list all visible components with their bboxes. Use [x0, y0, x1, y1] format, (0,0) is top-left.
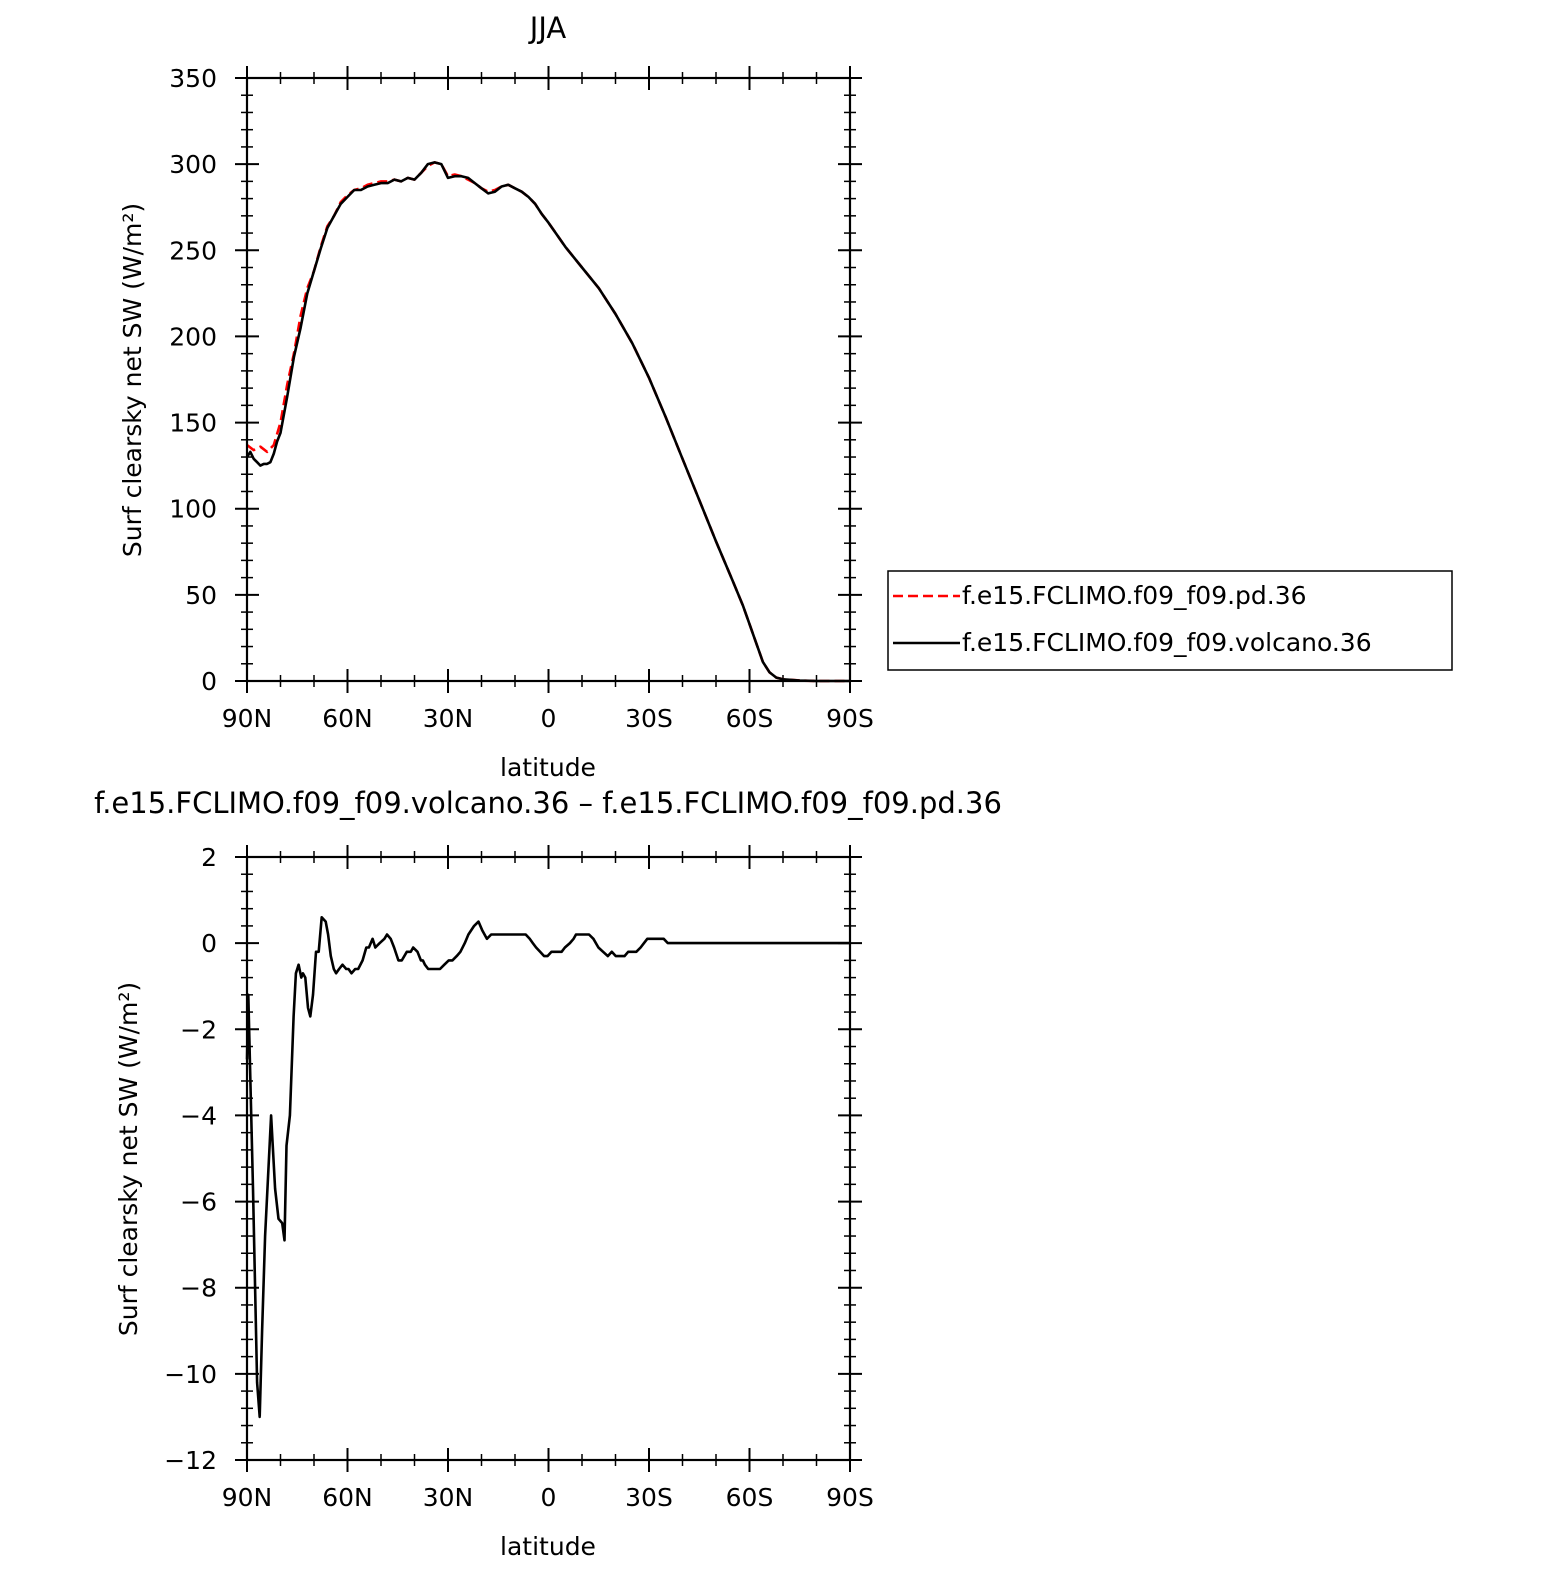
legend-box — [887, 570, 1453, 671]
bottom-ticks: 90N 60N 30N 0 30S 60S 90S −12 −10 −8 −6 −4 −2 0 2 — [164, 843, 874, 1512]
top-ticks: 90N 60N 30N 0 30S 60S 90S 0 50 100 150 200 250 300 350 — [169, 64, 874, 733]
y-tick-label: 100 — [169, 495, 217, 524]
x-tick-label: 90S — [826, 1483, 874, 1512]
legend-label-volcano: f.e15.FCLIMO.f09_f09.volcano.36 — [962, 628, 1372, 657]
top-chart-title: JJA — [528, 11, 567, 45]
y-tick-label: 300 — [169, 150, 217, 179]
top-series-group — [245, 161, 850, 683]
y-tick-label: 200 — [169, 322, 217, 351]
y-tick-label: −10 — [164, 1360, 217, 1389]
top-plot-frame — [245, 76, 852, 683]
y-tick-label: 0 — [201, 667, 217, 696]
x-tick-label: 0 — [541, 1483, 557, 1512]
x-tick-label: 60S — [726, 704, 774, 733]
x-tick-label: 30N — [423, 1483, 474, 1512]
x-tick-label: 0 — [541, 704, 557, 733]
bottom-x-axis-label: latitude — [500, 1532, 596, 1561]
y-tick-label: −2 — [180, 1015, 217, 1044]
y-tick-label: −6 — [180, 1188, 217, 1217]
series-line-0-0 — [246, 161, 850, 683]
x-tick-label: 60N — [322, 704, 373, 733]
bottom-chart-title: f.e15.FCLIMO.f09_f09.volcano.36 – f.e15.… — [94, 786, 1002, 820]
x-tick-label: 30N — [423, 704, 474, 733]
x-tick-label: 60N — [322, 1483, 373, 1512]
bottom-panel: f.e15.FCLIMO.f09_f09.volcano.36 – f.e15.… — [94, 786, 1002, 1561]
x-tick-label: 60S — [726, 1483, 774, 1512]
y-tick-label: −12 — [164, 1446, 217, 1475]
x-tick-label: 90N — [222, 704, 273, 733]
y-tick-label: −8 — [180, 1274, 217, 1303]
top-panel: JJA 90N 60N 30N 0 30S 60S 90S 0 50 100 150 200 250 30… — [118, 11, 1453, 782]
legend: f.e15.FCLIMO.f09_f09.pd.36 f.e15.FCLIMO.… — [887, 570, 1453, 671]
y-tick-label: 250 — [169, 236, 217, 265]
bottom-series-group — [245, 915, 850, 1419]
y-tick-label: 150 — [169, 409, 217, 438]
bottom-plot-frame — [245, 855, 852, 1462]
series-line-1-0 — [245, 915, 850, 1419]
legend-label-pd: f.e15.FCLIMO.f09_f09.pd.36 — [962, 581, 1307, 610]
x-tick-label: 30S — [625, 704, 673, 733]
bottom-y-axis-label: Surf clearsky net SW (W/m²) — [114, 982, 143, 1336]
x-tick-label: 30S — [625, 1483, 673, 1512]
series-line-0-1 — [245, 161, 850, 683]
y-tick-label: 2 — [201, 843, 217, 872]
top-x-axis-label: latitude — [500, 753, 596, 782]
x-tick-label: 90N — [222, 1483, 273, 1512]
top-y-axis-label: Surf clearsky net SW (W/m²) — [118, 203, 147, 557]
y-tick-label: 350 — [169, 64, 217, 93]
y-tick-label: 0 — [201, 929, 217, 958]
x-tick-label: 90S — [826, 704, 874, 733]
y-tick-label: −4 — [180, 1101, 217, 1130]
y-tick-label: 50 — [185, 581, 217, 610]
